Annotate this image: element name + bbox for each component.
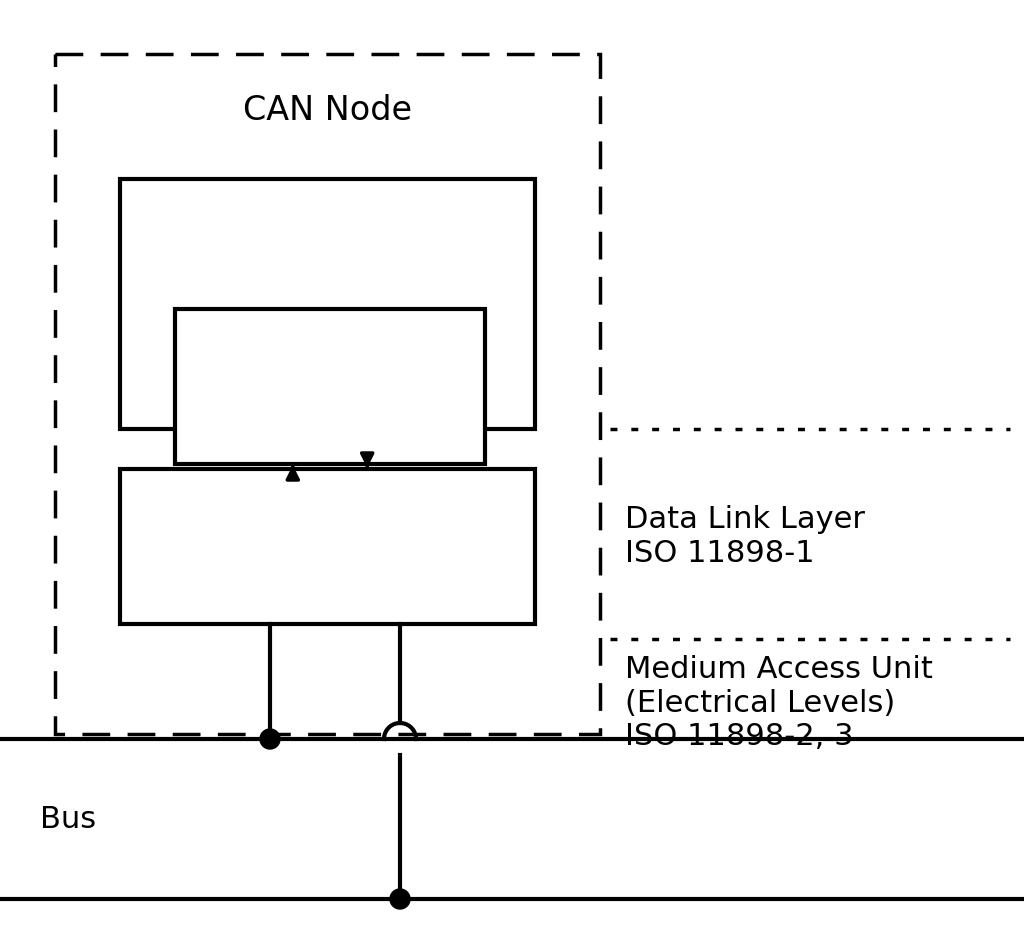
Text: Data Link Layer
ISO 11898-1: Data Link Layer ISO 11898-1 — [625, 505, 865, 567]
Bar — [55, 55, 600, 734]
Text: CAN
Transceiver: CAN Transceiver — [249, 517, 407, 578]
Text: CAN
Controller: CAN Controller — [262, 357, 398, 417]
Text: CAN Node: CAN Node — [243, 94, 412, 126]
Bar — [120, 180, 535, 430]
Text: Bus: Bus — [40, 805, 96, 834]
Bar — [120, 470, 535, 624]
Circle shape — [390, 889, 410, 909]
Bar — [175, 310, 485, 464]
Circle shape — [260, 729, 280, 749]
Text: Microcontroller: Microcontroller — [214, 203, 441, 232]
Text: Medium Access Unit
(Electrical Levels)
ISO 11898-2, 3: Medium Access Unit (Electrical Levels) I… — [625, 654, 933, 751]
